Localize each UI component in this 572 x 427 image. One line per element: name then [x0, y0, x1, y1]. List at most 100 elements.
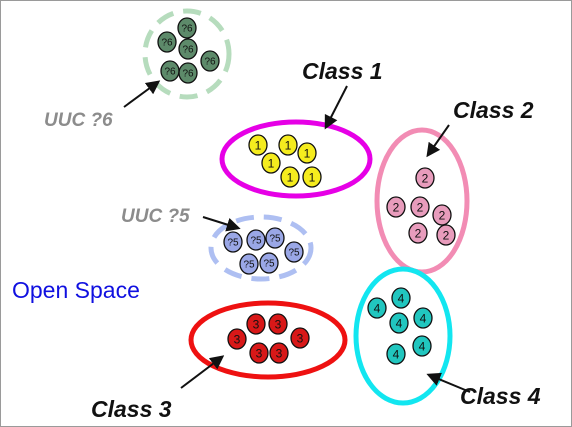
class1-point: 1: [261, 152, 281, 174]
uuc5-point-label: ?5: [243, 260, 255, 271]
class3-point-label: 3: [297, 331, 304, 345]
class1-point-label: 1: [304, 146, 311, 160]
uuc6-point-label: ?6: [204, 57, 216, 68]
uuc5-point-label: ?5: [227, 238, 239, 249]
class1-arrow: [324, 85, 348, 130]
uuc5-point: ?5: [284, 241, 304, 263]
class2-point-label: 2: [422, 171, 429, 185]
class3-label: Class 3: [91, 396, 172, 422]
class2-point-marker: [432, 204, 452, 226]
uuc5-point-label: ?5: [269, 234, 281, 245]
class1-point-label: 1: [309, 170, 316, 184]
class4-point: 4: [391, 287, 411, 309]
class1-point-label: 1: [287, 170, 294, 184]
open-space-label: Open Space: [12, 277, 140, 303]
uuc5-point-label: ?5: [288, 248, 300, 259]
uuc5-point-marker: [239, 253, 259, 275]
class3-cluster: 3 33 33 3: [188, 300, 348, 380]
uuc5-label: UUC ?5: [121, 206, 190, 227]
uuc5-point-marker: [259, 252, 279, 274]
class3-point-marker: [246, 313, 266, 335]
uuc6-point: ?6: [177, 17, 197, 39]
class3-point: 3: [246, 313, 266, 335]
class4-label: Class 4: [460, 383, 541, 409]
class4-points: 4 4 4 4 4 4: [367, 287, 433, 365]
class4-point: 4: [413, 307, 433, 329]
uuc5-point-marker: [284, 241, 304, 263]
uuc6-arrow: [123, 80, 161, 108]
uuc5-point-marker: [265, 227, 285, 249]
class2-point: 2: [415, 167, 435, 189]
uuc6-point-label: ?6: [181, 24, 193, 35]
class1-point: 1: [278, 134, 298, 156]
class3-point-label: 3: [234, 332, 241, 346]
uuc5-point: ?5: [239, 253, 259, 275]
uuc6-point: ?6: [157, 31, 177, 53]
uuc5-point: ?5: [246, 229, 266, 251]
uuc6-point: ?6: [200, 50, 220, 72]
class2-point-label: 2: [443, 228, 450, 242]
uuc6-label: UUC ?6: [44, 110, 113, 131]
class2-point: 2: [386, 196, 406, 218]
class3-boundary: [188, 300, 348, 380]
class3-point: 3: [268, 313, 288, 335]
class3-point-label: 3: [275, 317, 282, 331]
class4-point-marker: [389, 312, 409, 334]
class2-points: 2 2 2 2 2 2: [386, 167, 456, 246]
class1-point-marker: [248, 134, 268, 156]
class2-point-marker: [436, 224, 456, 246]
uuc5-point: ?5: [223, 231, 243, 253]
uuc5-point: ?5: [265, 227, 285, 249]
uuc5-boundary: [208, 214, 314, 282]
uuc6-point-marker: [200, 50, 220, 72]
class1-point: 1: [297, 142, 317, 164]
class2-point-label: 2: [439, 208, 446, 222]
class1-point-marker: [278, 134, 298, 156]
uuc6-point-label: ?6: [161, 38, 173, 49]
uuc5-point: ?5: [259, 252, 279, 274]
class3-point-marker: [268, 313, 288, 335]
class3-point-label: 3: [276, 346, 283, 360]
class4-point: 4: [386, 343, 406, 365]
class4-boundary: [353, 266, 453, 406]
class1-point-marker: [280, 166, 300, 188]
class4-cluster: 4 4 4 4 4 4: [353, 266, 453, 406]
uuc5-point-marker: [223, 231, 243, 253]
class1-point: 1: [248, 134, 268, 156]
class4-point: 4: [412, 335, 432, 357]
class3-arrow: [180, 355, 225, 389]
class4-point-label: 4: [398, 291, 405, 305]
uuc5-arrow: [202, 216, 241, 232]
class1-point-marker: [297, 142, 317, 164]
uuc6-point-marker: [177, 17, 197, 39]
class3-point-marker: [290, 327, 310, 349]
class3-point: 3: [269, 342, 289, 364]
class1-point-marker: [261, 152, 281, 174]
class4-point-label: 4: [420, 311, 427, 325]
uuc6-points: ?6 ?6 ?6 ?6 ?6 ?6: [157, 17, 220, 84]
class4-point-label: 4: [419, 339, 426, 353]
uuc6-point: ?6: [160, 60, 180, 82]
class2-label: Class 2: [453, 97, 534, 123]
class2-point: 2: [436, 224, 456, 246]
uuc6-point-label: ?6: [182, 45, 194, 56]
uuc6-point-marker: [178, 38, 198, 60]
class4-point-marker: [412, 335, 432, 357]
class2-point: 2: [410, 196, 430, 218]
uuc6-point-marker: [157, 31, 177, 53]
class2-point-marker: [415, 167, 435, 189]
class4-point-label: 4: [396, 316, 403, 330]
class2-point-label: 2: [415, 226, 422, 240]
class2-arrow: [426, 124, 450, 158]
class3-point-label: 3: [253, 317, 260, 331]
class2-point-marker: [408, 222, 428, 244]
uuc6-point: ?6: [178, 38, 198, 60]
uuc6-point-marker: [178, 62, 198, 84]
uuc5-points: ?5 ?5 ?5 ?5 ?5 ?5: [223, 227, 304, 275]
class4-point-label: 4: [393, 347, 400, 361]
class3-point: 3: [290, 327, 310, 349]
class1-point: 1: [302, 166, 322, 188]
